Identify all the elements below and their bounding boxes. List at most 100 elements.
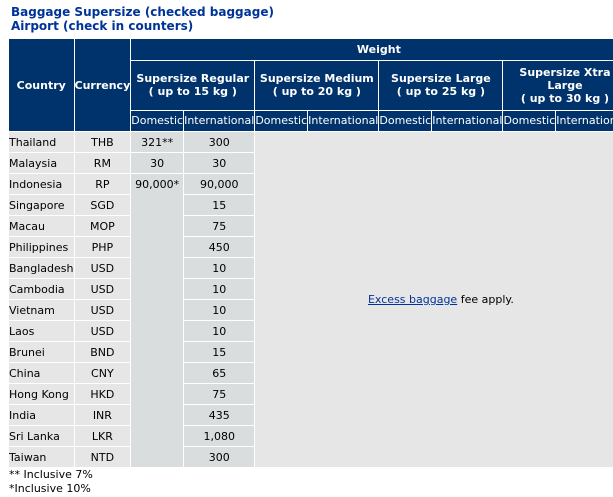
category-name: Supersize Xtra Large (519, 65, 611, 92)
category-header-regular: Supersize Regular ( up to 15 kg ) (130, 59, 255, 111)
country-cell: India (9, 404, 74, 426)
category-limit: ( up to 15 kg ) (148, 85, 237, 99)
international-fee-cell: 10 (183, 257, 255, 279)
international-fee-cell: 1,080 (183, 425, 255, 447)
note-text: fee apply. (457, 293, 514, 306)
domestic-fee-cell: 90,000* (130, 173, 184, 195)
table-row: Bangladesh USD 10 (9, 257, 613, 279)
table-row: Taiwan NTD 300 (9, 446, 613, 467)
category-name: Supersize Regular (136, 72, 250, 86)
table-row: Cambodia USD 10 (9, 278, 613, 300)
domestic-fee-cell (130, 299, 184, 321)
currency-cell: RP (73, 173, 131, 195)
excess-baggage-note: Excess baggage fee apply. (254, 131, 613, 467)
domestic-fee-cell (130, 341, 184, 363)
country-cell: Brunei (9, 341, 74, 363)
country-header: Country (9, 39, 74, 132)
country-cell: Taiwan (9, 446, 74, 467)
weight-header: Weight (130, 39, 613, 61)
currency-cell: MOP (73, 215, 131, 237)
domestic-fee-cell: 30 (130, 152, 184, 174)
footnotes: ** Inclusive 7% *Inclusive 10% (9, 468, 93, 496)
domestic-fee-cell (130, 257, 184, 279)
country-cell: Laos (9, 320, 74, 342)
category-name: Supersize Medium (259, 72, 374, 86)
international-fee-cell: 300 (183, 446, 255, 467)
country-cell: Thailand (9, 131, 74, 153)
international-fee-cell: 15 (183, 194, 255, 216)
category-header-large: Supersize Large ( up to 25 kg ) (378, 59, 503, 111)
table-row: Indonesia RP 90,000* 90,000 (9, 173, 613, 195)
domestic-fee-cell: 321** (130, 131, 184, 153)
sub-header-domestic: Domestic (502, 109, 556, 132)
currency-cell: SGD (73, 194, 131, 216)
sub-header-international: International (183, 109, 255, 132)
currency-header: Currency (73, 39, 131, 132)
domestic-fee-cell (130, 236, 184, 258)
international-fee-cell: 65 (183, 362, 255, 384)
international-fee-cell: 30 (183, 152, 255, 174)
currency-cell: CNY (73, 362, 131, 384)
table-row: Thailand THB 321** 300 Excess baggage fee ap… (9, 131, 613, 467)
title-line-2: Airport (check in counters) (11, 19, 194, 33)
footnote-double-star: ** Inclusive 7% (9, 468, 93, 481)
category-header-xtra-large: Supersize Xtra Large ( up to 30 kg ) (502, 59, 613, 111)
sub-header-domestic: Domestic (378, 109, 432, 132)
domestic-fee-cell (130, 383, 184, 405)
category-limit: ( up to 30 kg ) (520, 91, 610, 105)
international-fee-cell: 300 (183, 131, 255, 153)
country-cell: Sri Lanka (9, 425, 74, 447)
domestic-fee-cell (130, 404, 184, 426)
domestic-fee-cell (130, 425, 184, 447)
country-cell: Cambodia (9, 278, 74, 300)
table-row: Macau MOP 75 (9, 215, 613, 237)
currency-cell: INR (73, 404, 131, 426)
category-header-medium: Supersize Medium ( up to 20 kg ) (254, 59, 379, 111)
domestic-fee-cell (130, 194, 184, 216)
table-row: Brunei BND 15 (9, 341, 613, 363)
country-cell: Hong Kong (9, 383, 74, 405)
domestic-fee-cell (130, 362, 184, 384)
domestic-fee-cell (130, 446, 184, 467)
table-row: Hong Kong HKD 75 (9, 383, 613, 405)
currency-cell: LKR (73, 425, 131, 447)
table-row: China CNY 65 (9, 362, 613, 384)
category-name: Supersize Large (391, 72, 491, 86)
domestic-fee-cell (130, 278, 184, 300)
title-line-1: Baggage Supersize (checked baggage) (11, 5, 274, 19)
international-fee-cell: 10 (183, 299, 255, 321)
sub-header-domestic: Domestic (130, 109, 184, 132)
currency-cell: USD (73, 299, 131, 321)
currency-cell: HKD (73, 383, 131, 405)
sub-header-international: International (431, 109, 503, 132)
currency-cell: RM (73, 152, 131, 174)
international-fee-cell: 10 (183, 278, 255, 300)
international-fee-cell: 90,000 (183, 173, 255, 195)
page-title: Baggage Supersize (checked baggage) Airp… (11, 5, 274, 33)
excess-baggage-link[interactable]: Excess baggage (367, 293, 458, 306)
footnote-single-star: *Inclusive 10% (9, 482, 91, 495)
table-body: Thailand THB 321** 300 Excess baggage fee ap… (9, 131, 613, 467)
country-cell: Bangladesh (9, 257, 74, 279)
table-row: Malaysia RM 30 30 (9, 152, 613, 174)
international-fee-cell: 15 (183, 341, 255, 363)
table-row: India INR 435 (9, 404, 613, 426)
sub-header-international: International (307, 109, 379, 132)
country-cell: China (9, 362, 74, 384)
international-fee-cell: 75 (183, 383, 255, 405)
table-row: Singapore SGD 15 (9, 194, 613, 216)
domestic-fee-cell (130, 215, 184, 237)
table-row: Vietnam USD 10 (9, 299, 613, 321)
country-cell: Vietnam (9, 299, 74, 321)
table-row: Sri Lanka LKR 1,080 (9, 425, 613, 447)
sub-header-international: International (555, 109, 613, 132)
currency-cell: BND (73, 341, 131, 363)
international-fee-cell: 450 (183, 236, 255, 258)
currency-cell: USD (73, 278, 131, 300)
country-cell: Malaysia (9, 152, 74, 174)
country-cell: Macau (9, 215, 74, 237)
category-limit: ( up to 25 kg ) (396, 85, 486, 99)
international-fee-cell: 435 (183, 404, 255, 426)
currency-cell: THB (73, 131, 131, 153)
